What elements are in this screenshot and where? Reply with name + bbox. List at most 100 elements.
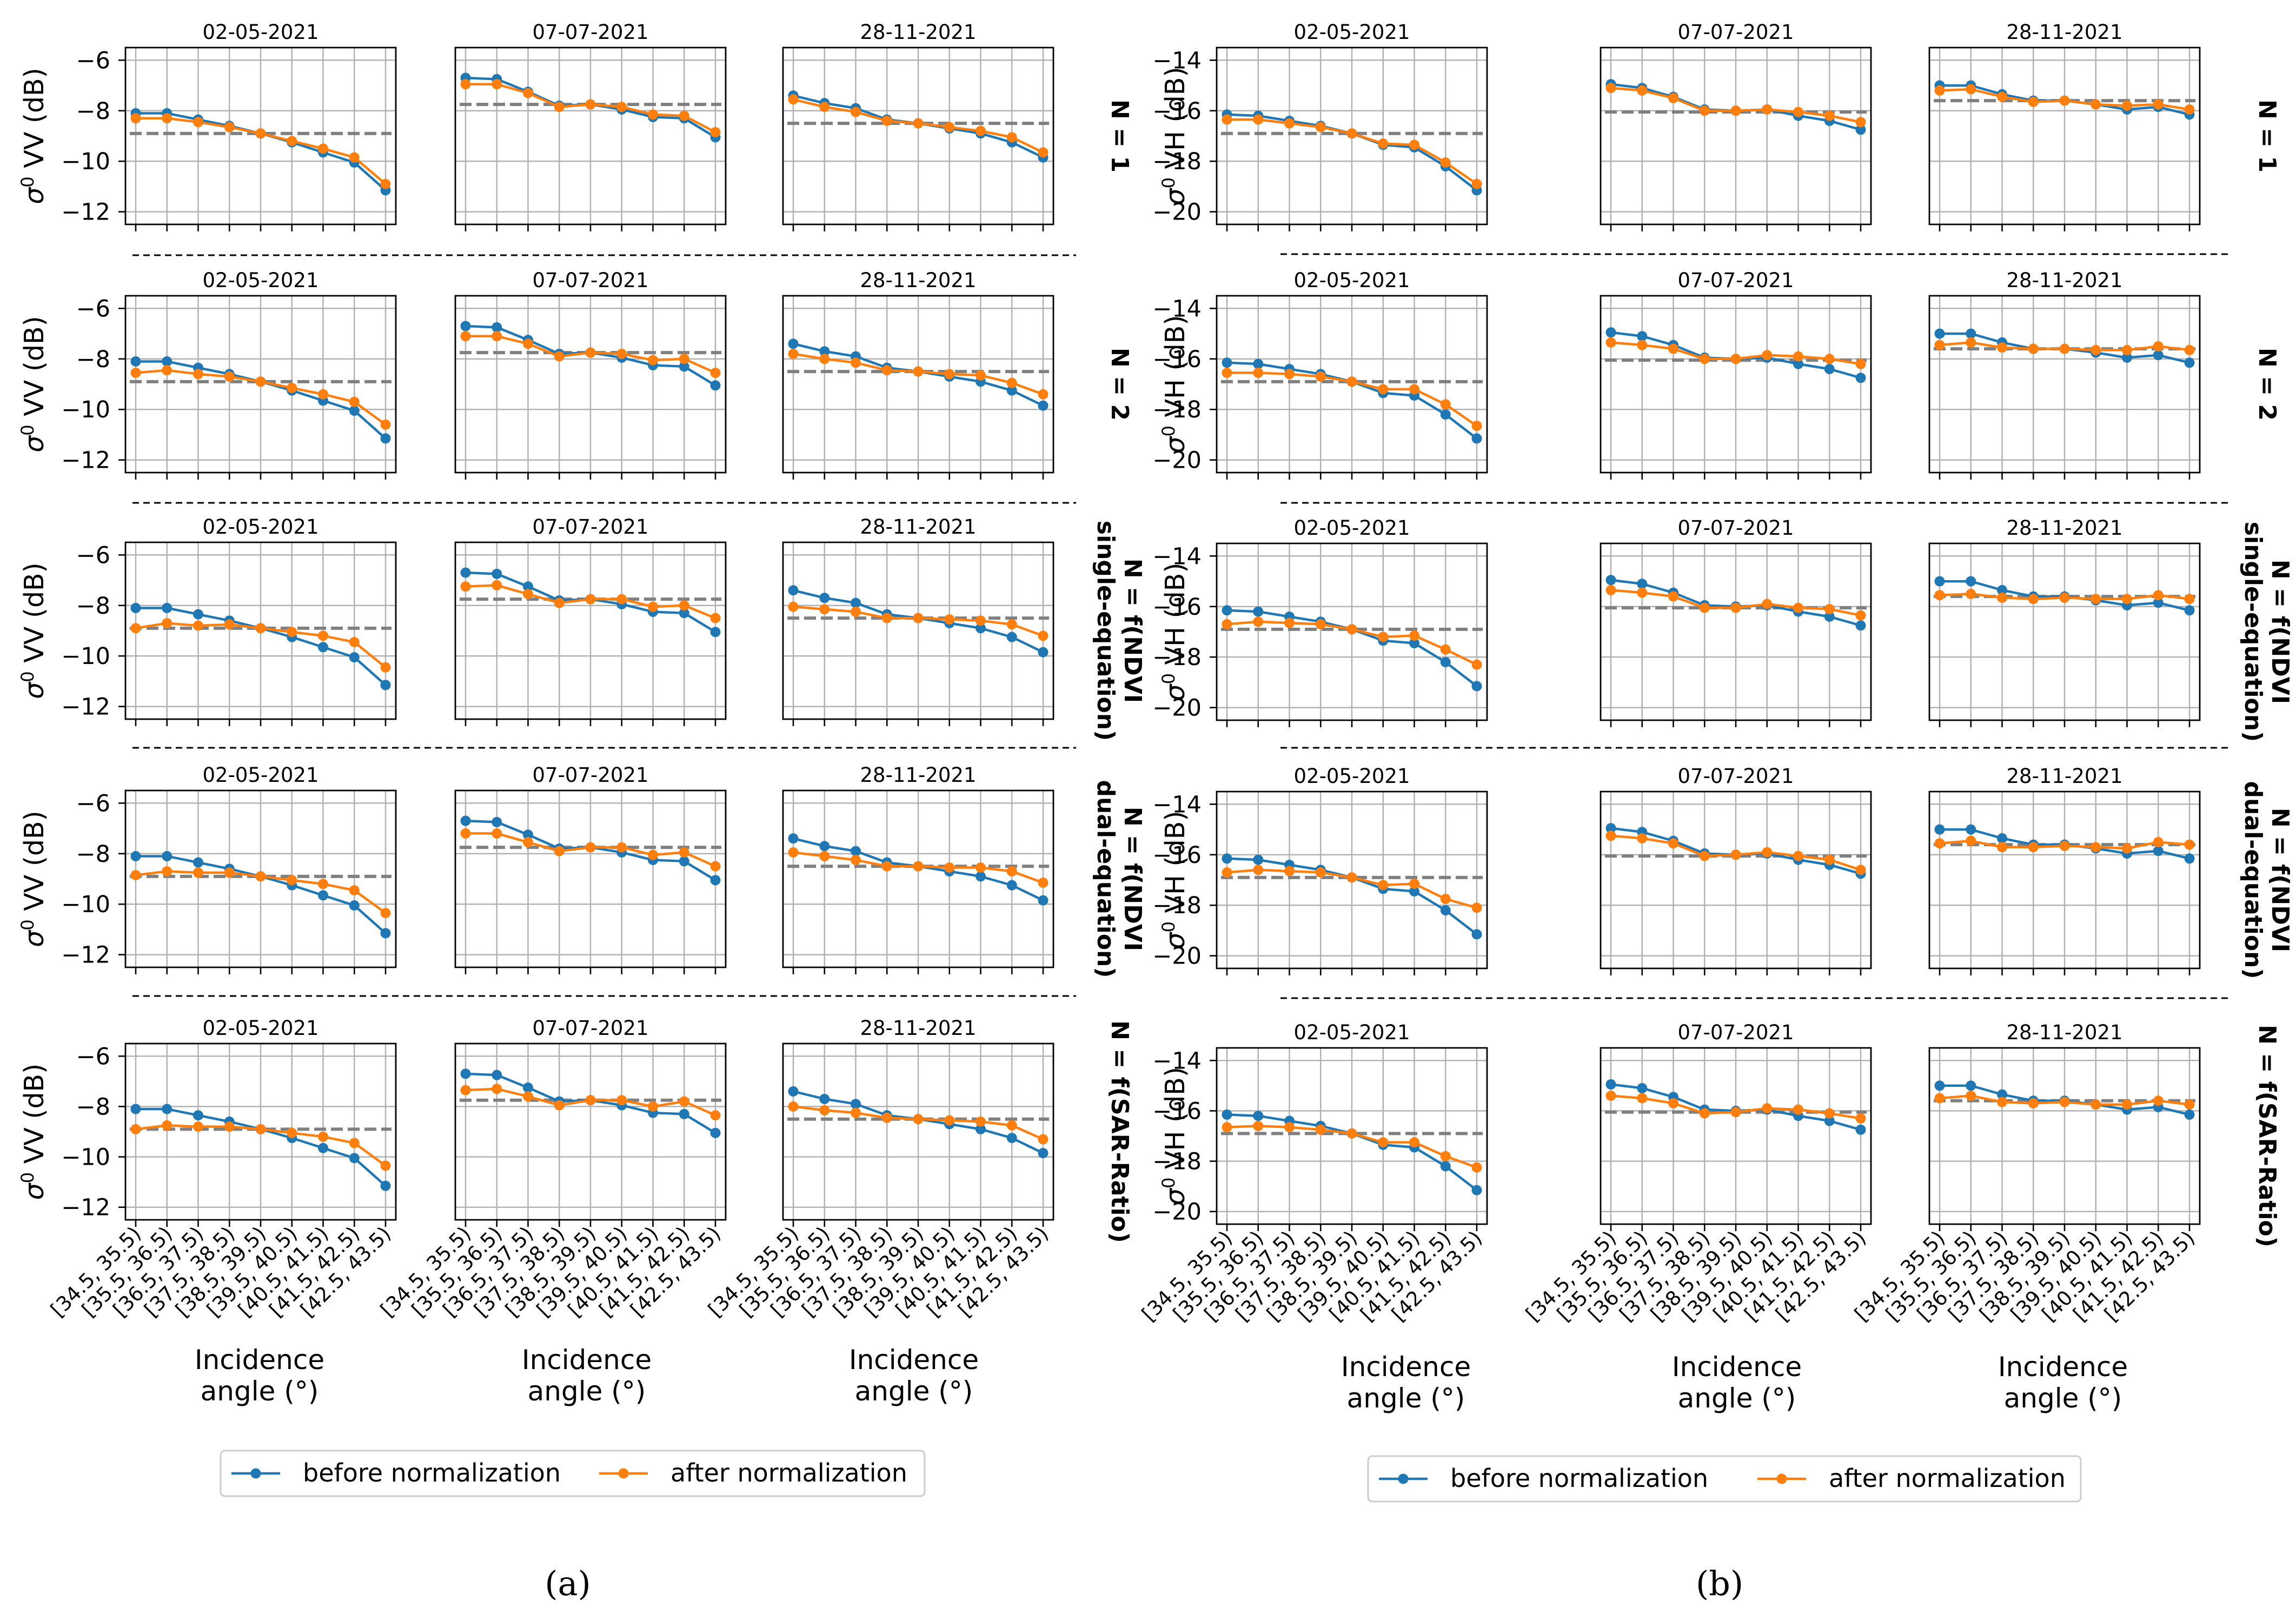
subplot: 07-07-2021 xyxy=(1600,765,1872,975)
after-normalization-point xyxy=(492,1084,502,1094)
before-normalization-point xyxy=(318,890,328,901)
after-normalization-point xyxy=(1284,617,1295,628)
subplot-title: 02-05-2021 xyxy=(1293,516,1410,540)
x-axis-label-line2: angle (°) xyxy=(201,1376,319,1407)
after-normalization-point xyxy=(788,94,799,105)
after-normalization-point xyxy=(1222,867,1232,878)
before-normalization-point xyxy=(349,652,360,663)
legend-before-swatch-marker xyxy=(1398,1473,1409,1484)
after-normalization-point xyxy=(2153,836,2164,847)
after-normalization-point xyxy=(1440,157,1451,168)
after-normalization-point xyxy=(1934,1093,1945,1104)
after-normalization-point xyxy=(162,617,172,628)
y-label-sup: 0 xyxy=(17,1172,38,1183)
before-normalization-point xyxy=(851,846,861,856)
after-normalization-point xyxy=(1824,1108,1835,1119)
after-normalization-point xyxy=(679,110,689,121)
y-tick-label: −16 xyxy=(1152,842,1202,869)
y-tick-label: −16 xyxy=(1152,1098,1202,1125)
after-normalization-point xyxy=(554,846,565,856)
x-axis-label-line1: Incidence xyxy=(522,1344,652,1376)
after-normalization-point xyxy=(1346,376,1357,387)
after-normalization-point xyxy=(380,1160,391,1171)
after-normalization-point xyxy=(380,419,391,430)
before-normalization-point xyxy=(1471,433,1482,444)
legend-before-label: before normalization xyxy=(1450,1464,1708,1493)
after-normalization-point xyxy=(2091,842,2101,853)
after-normalization-point xyxy=(1378,138,1389,149)
y-tick-label: −12 xyxy=(61,1194,110,1221)
y-label-sup: 0 xyxy=(1158,177,1179,188)
before-normalization-point xyxy=(1471,929,1482,940)
y-tick-label: −10 xyxy=(61,891,110,918)
y-axis-label: σ0 VH (dB) xyxy=(1158,811,1191,949)
subplot: 07-07-2021 xyxy=(1600,516,1872,727)
after-normalization-point xyxy=(1668,838,1678,849)
row-4: 02-05-2021 −12 −10 −8 −6 σ0 VV (dB) 07-07-2021… xyxy=(17,763,1146,978)
after-normalization-point xyxy=(162,113,172,124)
y-tick-label: −20 xyxy=(1152,199,1202,226)
before-normalization-point xyxy=(193,857,203,868)
after-normalization-point xyxy=(648,1101,658,1112)
before-normalization-point xyxy=(349,1153,360,1164)
y-tick-label: −12 xyxy=(61,447,110,474)
after-normalization-point xyxy=(710,861,721,872)
after-normalization-point xyxy=(130,367,141,378)
after-normalization-point xyxy=(1409,1137,1419,1148)
after-normalization-point xyxy=(851,1107,861,1118)
before-normalization-point xyxy=(1006,880,1017,891)
subplot-title: 02-05-2021 xyxy=(202,1017,318,1040)
before-normalization-point xyxy=(1966,328,1976,339)
after-normalization-point xyxy=(1440,644,1451,655)
subplot: 28-11-2021[34.5, 35.5)[35.5, 36.5)[36.5,… xyxy=(1850,1021,2201,1414)
before-normalization-point xyxy=(2153,350,2164,361)
after-normalization-point xyxy=(710,613,721,623)
after-normalization-point xyxy=(1038,389,1049,400)
after-normalization-point xyxy=(2028,96,2039,107)
after-normalization-point xyxy=(162,1120,172,1131)
after-normalization-point xyxy=(1997,91,2007,102)
row-3: 02-05-2021 −12 −10 −8 −6 σ0 VV (dB) 07-07-2021… xyxy=(17,515,1146,741)
before-normalization-point xyxy=(788,833,799,844)
after-normalization-point xyxy=(318,143,328,154)
y-tick-label: −8 xyxy=(76,346,110,373)
after-normalization-point xyxy=(1409,140,1419,150)
after-normalization-point xyxy=(224,122,235,132)
before-normalization-point xyxy=(460,1068,471,1079)
after-normalization-point xyxy=(380,662,391,673)
after-normalization-point xyxy=(1966,337,1976,348)
y-tick-label: −14 xyxy=(1152,1047,1202,1074)
before-normalization-point xyxy=(380,1180,391,1191)
after-normalization-point xyxy=(460,331,471,342)
after-normalization-point xyxy=(130,623,141,634)
after-normalization-point xyxy=(1006,619,1017,630)
after-normalization-point xyxy=(287,383,297,394)
before-normalization-point xyxy=(1934,328,1945,339)
before-normalization-point xyxy=(380,928,391,939)
after-normalization-point xyxy=(1762,847,1773,858)
after-normalization-point xyxy=(1762,1103,1773,1114)
before-normalization-point xyxy=(460,815,471,826)
after-normalization-point xyxy=(1637,587,1648,598)
before-normalization-point xyxy=(1855,1124,1866,1135)
after-normalization-point xyxy=(523,589,533,600)
after-normalization-point xyxy=(1440,399,1451,410)
row-label-line: N = f(NDVI xyxy=(2266,560,2294,704)
after-normalization-point xyxy=(819,851,830,861)
after-normalization-point xyxy=(648,109,658,120)
after-normalization-point xyxy=(492,79,502,90)
y-label-rest: VV (dB) xyxy=(19,562,50,671)
after-normalization-point xyxy=(1637,340,1648,350)
subplot-title: 28-11-2021 xyxy=(2006,516,2122,540)
before-normalization-point xyxy=(788,338,799,349)
y-tick-label: −18 xyxy=(1152,1148,1202,1175)
row-label: N = f(NDVIdual-equation) xyxy=(2239,781,2294,979)
y-tick-label: −8 xyxy=(76,1093,110,1120)
y-label-sigma: σ xyxy=(19,681,50,699)
after-normalization-point xyxy=(648,355,658,366)
before-normalization-point xyxy=(1824,611,1835,622)
subplot-title: 07-07-2021 xyxy=(532,1017,648,1040)
